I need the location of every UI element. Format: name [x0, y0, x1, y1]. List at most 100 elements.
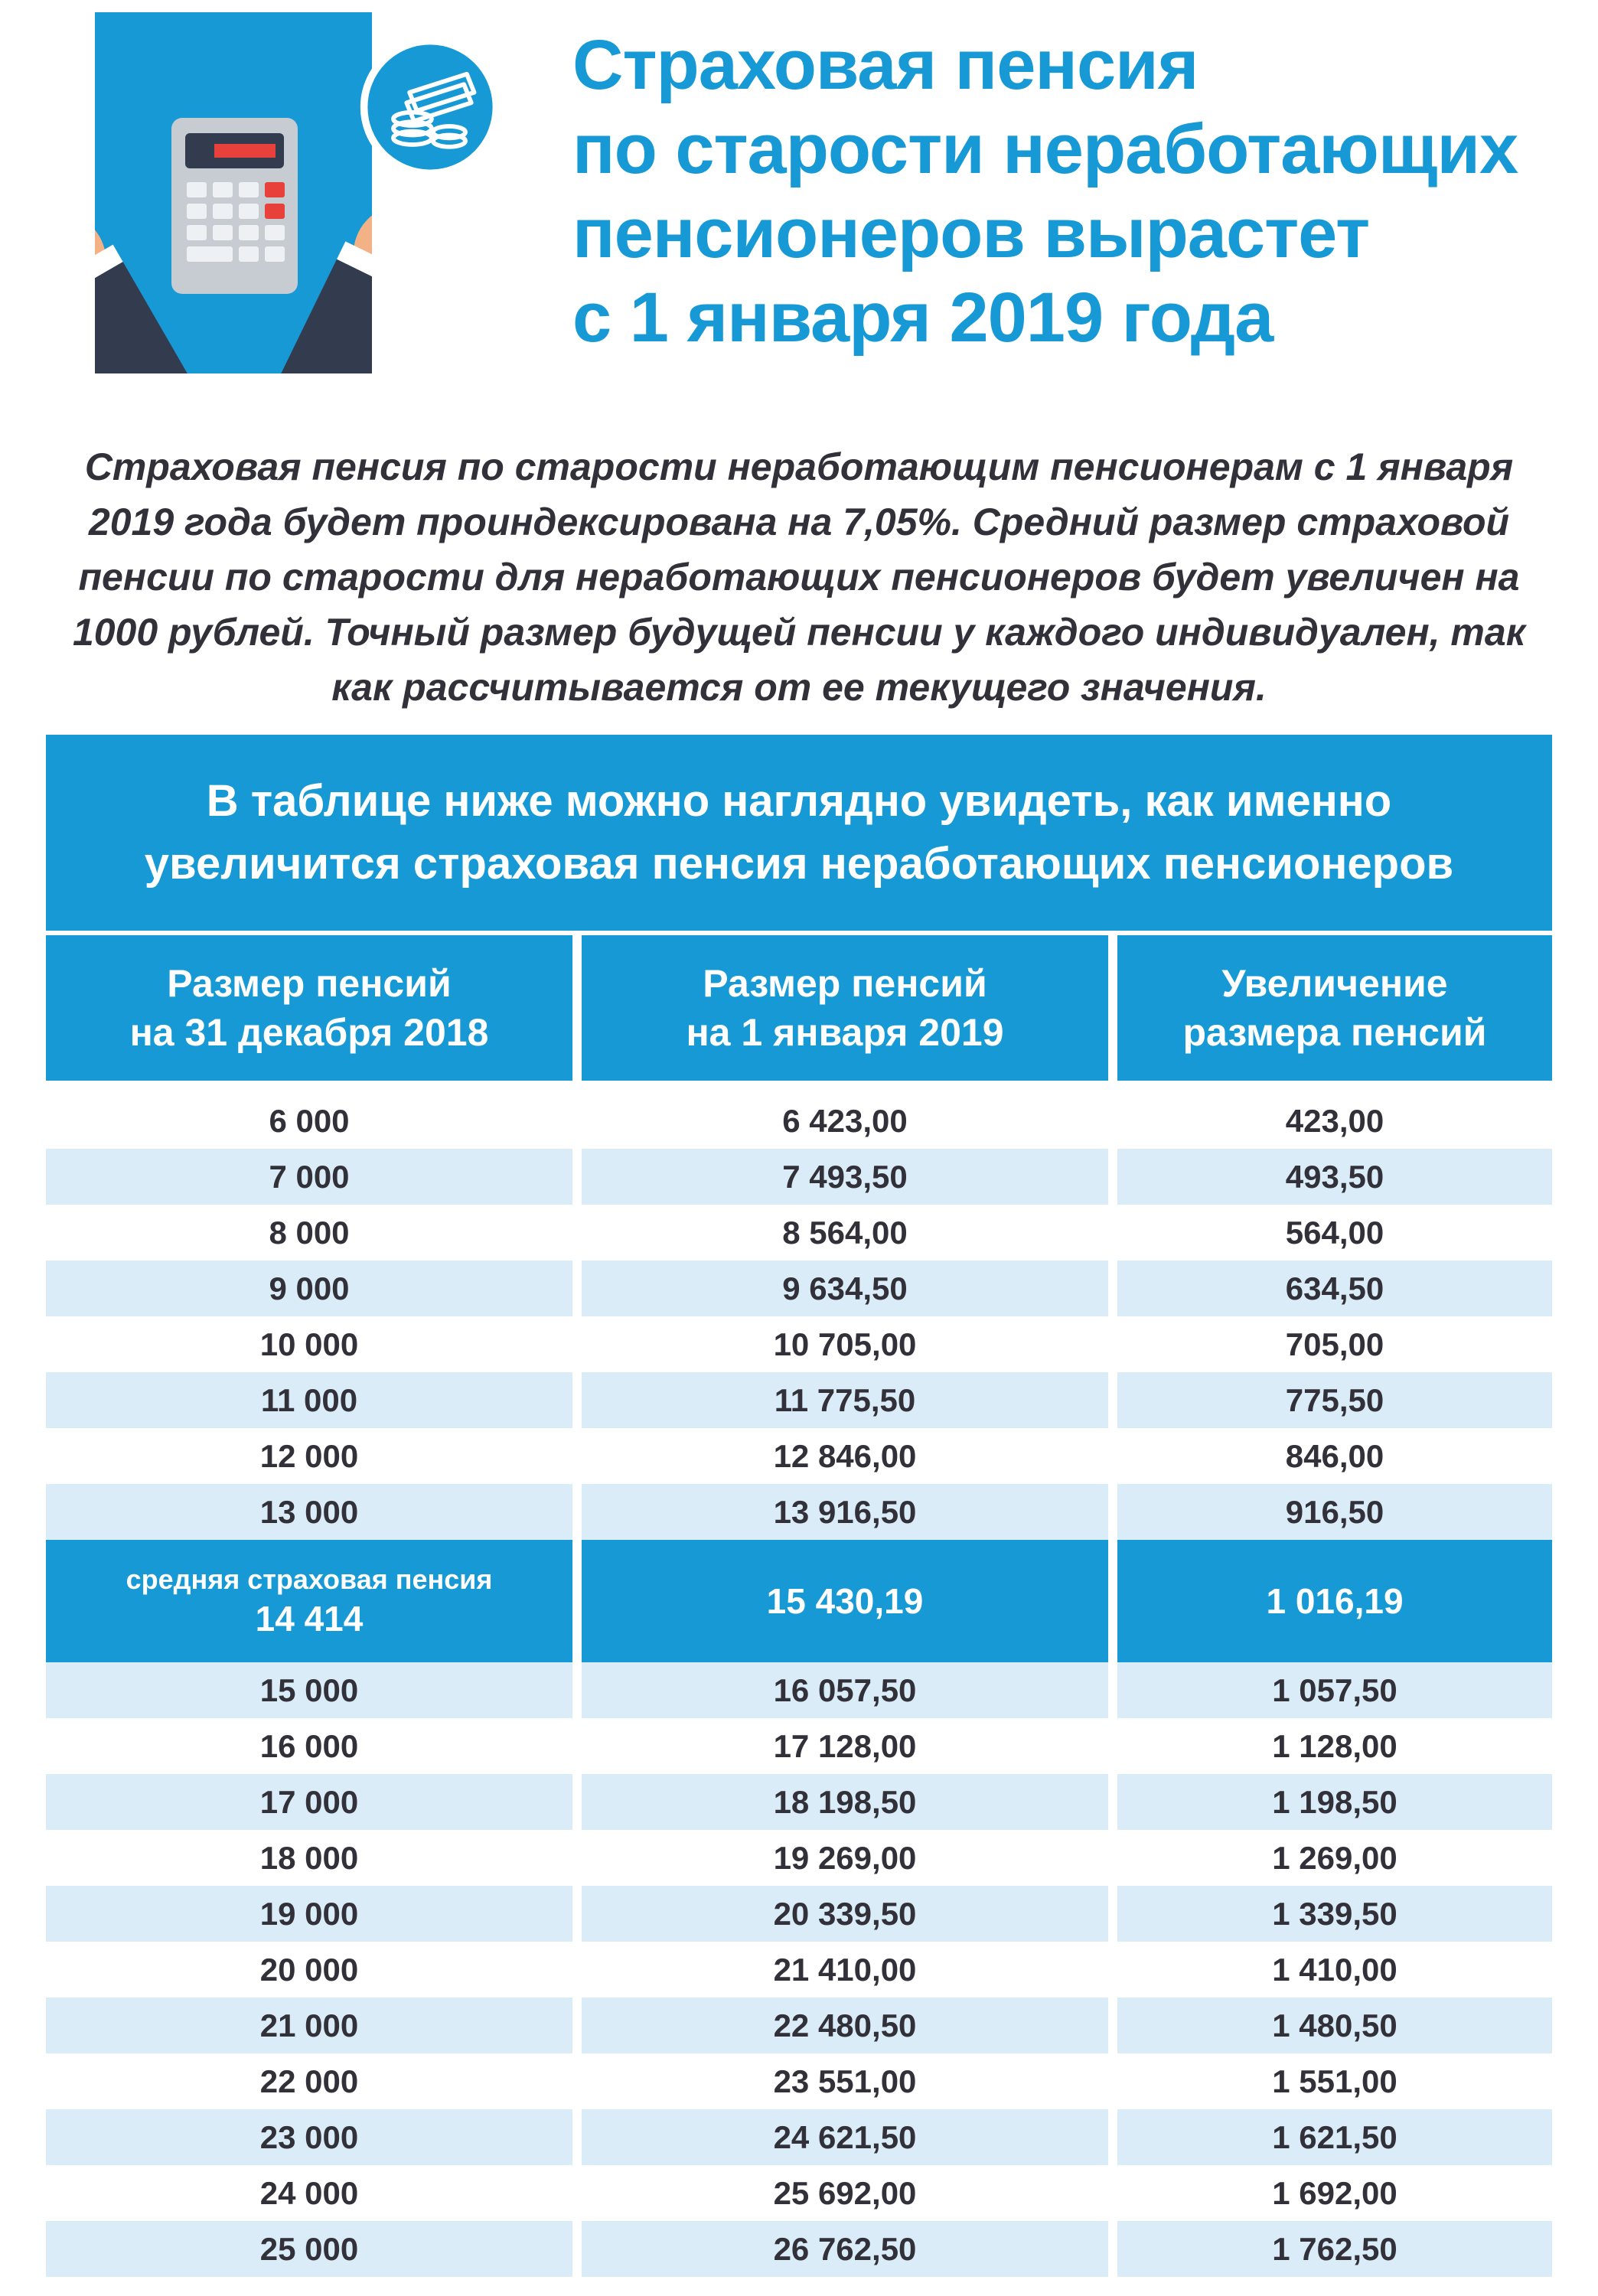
cell-pension-2019: 15 430,19 [582, 1540, 1108, 1662]
cell-increase: 1 198,50 [1117, 1774, 1552, 1830]
table-row: 9 000 9 634,50 634,50 [46, 1261, 1552, 1316]
column-header-line: Размер пенсий [167, 962, 452, 1005]
cell-increase: 634,50 [1117, 1261, 1552, 1316]
cell-pension-2018: 6 000 [46, 1093, 572, 1149]
cell-increase: 1 016,19 [1117, 1540, 1552, 1662]
table-row: 23 000 24 621,50 1 621,50 [46, 2109, 1552, 2165]
cell-pension-2019: 9 634,50 [582, 1261, 1108, 1316]
cell-increase: 775,50 [1117, 1372, 1552, 1428]
cell-pension-2019: 16 057,50 [582, 1662, 1108, 1718]
table-row: 8 000 8 564,00 564,00 [46, 1205, 1552, 1261]
cell-pension-2018: 16 000 [46, 1718, 572, 1774]
cell-pension-2018: 12 000 [46, 1428, 572, 1484]
cell-pension-2018: 21 000 [46, 1998, 572, 2053]
table-row: 11 000 11 775,50 775,50 [46, 1372, 1552, 1428]
cell-pension-2019: 7 493,50 [582, 1149, 1108, 1205]
cell-pension-2018: средняя страховая пенсия 14 414 [46, 1540, 572, 1662]
table-row: 17 000 18 198,50 1 198,50 [46, 1774, 1552, 1830]
cell-increase: 1 410,00 [1117, 1942, 1552, 1998]
cell-pension-2018: 13 000 [46, 1484, 572, 1540]
table-row: 21 000 22 480,50 1 480,50 [46, 1998, 1552, 2053]
hero-illustration [95, 12, 501, 373]
intro-paragraph: Страховая пенсия по старости неработающи… [72, 445, 1526, 709]
cell-pension-2018: 22 000 [46, 2053, 572, 2109]
cell-increase: 1 551,00 [1117, 2053, 1552, 2109]
banner-text: В таблице ниже можно наглядно увидеть, к… [144, 776, 1454, 889]
table-row: 13 000 13 916,50 916,50 [46, 1484, 1552, 1540]
cell-pension-2019: 21 410,00 [582, 1942, 1108, 1998]
cell-pension-2018: 23 000 [46, 2109, 572, 2165]
cell-pension-2019: 13 916,50 [582, 1484, 1108, 1540]
cell-pension-2018: 17 000 [46, 1774, 572, 1830]
cell-pension-2019: 17 128,00 [582, 1718, 1108, 1774]
table-banner: В таблице ниже можно наглядно увидеть, к… [46, 735, 1552, 931]
title-line-3: пенсионеров вырастет [572, 194, 1370, 272]
column-header-line: Размер пенсий [703, 962, 987, 1005]
cell-pension-2019: 22 480,50 [582, 1998, 1108, 2053]
cell-increase: 493,50 [1117, 1149, 1552, 1205]
cell-pension-2018: 15 000 [46, 1662, 572, 1718]
table-row: 25 000 26 762,50 1 762,50 [46, 2221, 1552, 2277]
title-line-1: Страховая пенсия [572, 26, 1198, 104]
average-pension-label: средняя страховая пенсия [126, 1564, 493, 1595]
cell-pension-2019: 8 564,00 [582, 1205, 1108, 1261]
table-row: 18 000 19 269,00 1 269,00 [46, 1830, 1552, 1886]
table-row: 20 000 21 410,00 1 410,00 [46, 1942, 1552, 1998]
cell-pension-2019: 19 269,00 [582, 1830, 1108, 1886]
cell-increase: 1 480,50 [1117, 1998, 1552, 2053]
cell-pension-2018: 24 000 [46, 2165, 572, 2221]
column-header-line: на 31 декабря 2018 [129, 1011, 489, 1054]
cell-increase: 1 128,00 [1117, 1718, 1552, 1774]
cell-pension-2019: 20 339,50 [582, 1886, 1108, 1942]
cell-pension-2019: 12 846,00 [582, 1428, 1108, 1484]
cell-increase: 423,00 [1117, 1093, 1552, 1149]
calculator-hands-illustration [95, 12, 372, 373]
column-header-pension-2019: Размер пенсий на 1 января 2019 [582, 935, 1108, 1081]
table-row: 19 000 20 339,50 1 339,50 [46, 1886, 1552, 1942]
average-pension-value: 14 414 [255, 1599, 364, 1639]
cell-pension-2018: 19 000 [46, 1886, 572, 1942]
table-row: 12 000 12 846,00 846,00 [46, 1428, 1552, 1484]
table-row: 16 000 17 128,00 1 128,00 [46, 1718, 1552, 1774]
cell-pension-2018: 7 000 [46, 1149, 572, 1205]
cell-pension-2019: 18 198,50 [582, 1774, 1108, 1830]
cell-increase: 705,00 [1117, 1316, 1552, 1372]
table-row: 7 000 7 493,50 493,50 [46, 1149, 1552, 1205]
cell-increase: 1 339,50 [1117, 1886, 1552, 1942]
cell-pension-2018: 25 000 [46, 2221, 572, 2277]
cell-increase: 1 057,50 [1117, 1662, 1552, 1718]
title-line-4: с 1 января 2019 года [572, 279, 1274, 357]
page-title: Страховая пенсия по старости неработающи… [572, 23, 1575, 360]
cell-pension-2018: 8 000 [46, 1205, 572, 1261]
cell-pension-2019: 11 775,50 [582, 1372, 1108, 1428]
cell-pension-2018: 9 000 [46, 1261, 572, 1316]
cell-increase: 916,50 [1117, 1484, 1552, 1540]
table-header-row: Размер пенсий на 31 декабря 2018 Размер … [46, 935, 1552, 1081]
column-header-line: на 1 января 2019 [686, 1011, 1004, 1054]
cell-increase: 1 692,00 [1117, 2165, 1552, 2221]
cell-increase: 1 762,50 [1117, 2221, 1552, 2277]
column-header-pension-2018: Размер пенсий на 31 декабря 2018 [46, 935, 572, 1081]
title-line-2: по старости неработающих [572, 110, 1518, 188]
column-header-increase: Увеличение размера пенсий [1117, 935, 1552, 1081]
cell-pension-2018: 20 000 [46, 1942, 572, 1998]
table-row-average-pension: средняя страховая пенсия 14 414 15 430,19 1… [46, 1540, 1552, 1662]
cell-increase: 1 621,50 [1117, 2109, 1552, 2165]
table-row: 24 000 25 692,00 1 692,00 [46, 2165, 1552, 2221]
cell-pension-2019: 6 423,00 [582, 1093, 1108, 1149]
cell-pension-2019: 24 621,50 [582, 2109, 1108, 2165]
column-header-line: Увеличение [1221, 962, 1448, 1005]
cell-pension-2019: 10 705,00 [582, 1316, 1108, 1372]
cell-pension-2019: 26 762,50 [582, 2221, 1108, 2277]
cell-increase: 1 269,00 [1117, 1830, 1552, 1886]
cell-pension-2018: 18 000 [46, 1830, 572, 1886]
table-row: 22 000 23 551,00 1 551,00 [46, 2053, 1552, 2109]
table-row: 6 000 6 423,00 423,00 [46, 1093, 1552, 1149]
column-header-line: размера пенсий [1182, 1011, 1487, 1054]
cell-pension-2018: 10 000 [46, 1316, 572, 1372]
cell-pension-2018: 11 000 [46, 1372, 572, 1428]
cell-pension-2019: 25 692,00 [582, 2165, 1108, 2221]
pension-table-body: 6 000 6 423,00 423,00 7 000 7 493,50 493,50 8 … [46, 1093, 1552, 2277]
